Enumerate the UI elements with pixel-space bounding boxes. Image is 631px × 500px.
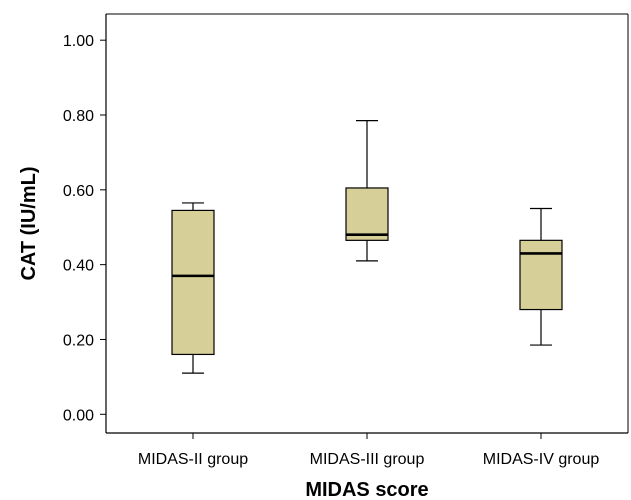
y-tick-label: 0.20 [63,332,94,349]
y-tick-label: 0.40 [63,258,94,275]
box-2 [345,120,389,262]
y-tick-label: 0.60 [63,183,94,200]
x-tick-label: MIDAS-IV group [483,451,600,468]
y-axis: 0.00 0.20 0.40 0.60 0.80 1.00 [63,33,106,424]
box-3 [519,207,563,346]
y-axis-title: CAT (IU/mL) [18,166,40,280]
y-tick-label: 0.80 [63,108,94,125]
y-tick-label: 0.00 [63,407,94,424]
x-tick-label: MIDAS-II group [138,451,248,468]
x-axis-title: MIDAS score [305,479,428,500]
iqr-box [519,239,563,311]
box-1 [171,202,215,374]
x-axis: MIDAS-II group MIDAS-III group MIDAS-IV gr… [138,433,599,468]
y-tick-label: 1.00 [63,33,94,50]
x-tick-label: MIDAS-III group [310,451,425,468]
box-series [171,120,563,374]
iqr-box [171,209,215,356]
iqr-box [345,187,389,241]
